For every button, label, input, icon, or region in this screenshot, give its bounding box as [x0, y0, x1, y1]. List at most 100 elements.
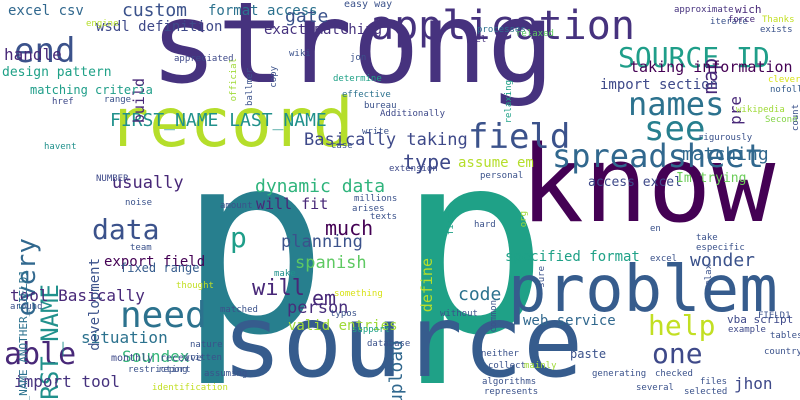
word-able: able — [4, 337, 77, 372]
word-specified-format: specified format — [505, 249, 640, 265]
word-country: country — [764, 347, 800, 357]
word-one: one — [652, 337, 703, 370]
word-org: org — [519, 211, 529, 228]
word-spanish: spanish — [295, 253, 367, 273]
word-source: source — [222, 283, 584, 400]
word-checked: checked — [655, 369, 693, 379]
word-im-trying: Im trying — [676, 171, 747, 186]
word-development: development — [87, 258, 103, 351]
word-problem: problem — [508, 253, 778, 327]
word-official: official — [229, 58, 239, 102]
word-force: force — [728, 15, 756, 25]
word-approximate: approximate — [674, 5, 734, 15]
word-thought: thought — [176, 281, 214, 291]
word-code: code — [458, 284, 502, 305]
word-situation: situation — [81, 328, 168, 347]
word-collect: collect — [488, 361, 526, 371]
word-know: know — [520, 123, 776, 246]
word-wsdl-definition: wsdl definition — [96, 19, 223, 35]
word-access-excel: access excel — [588, 175, 682, 190]
word-strong: strong — [150, 0, 555, 109]
word-p: p — [178, 99, 329, 390]
word-assume-em: assume em — [458, 155, 534, 171]
word-matching: matching — [682, 144, 769, 165]
word-algorithms: algorithms — [482, 377, 537, 387]
word-excel: excel — [650, 254, 678, 264]
word-mainly: mainly — [524, 361, 557, 371]
word-relaxing: relaxing — [504, 80, 514, 124]
word-vba-script: vba script — [727, 313, 794, 326]
word-wonder: wonder — [690, 250, 756, 271]
word-generating: generating — [592, 369, 647, 379]
word-end: end — [14, 31, 76, 71]
word-much: much — [325, 216, 374, 240]
word-rigurously: rigurously — [698, 133, 753, 143]
word-personal: personal — [480, 171, 524, 181]
word-take: take — [696, 233, 718, 243]
word-em: em — [312, 286, 337, 310]
word-planning: planning — [281, 232, 363, 252]
word-exists: exists — [760, 25, 793, 35]
word-last-name-another-field1: LAST_NAME ANOTHER_FIELD1 — [17, 270, 30, 400]
word-wikipedia: wikipedia — [736, 105, 785, 115]
word-processes: processes — [477, 25, 526, 35]
word-several: several — [636, 383, 674, 393]
word-noise: noise — [125, 198, 153, 208]
word-write: write — [362, 127, 390, 137]
word-first: first — [446, 208, 456, 236]
word-dynamic-data: dynamic data — [255, 176, 386, 197]
word-without: without — [440, 309, 478, 319]
word-see: see — [644, 109, 706, 149]
word-gate: gate — [285, 6, 329, 27]
word-hard: hard — [474, 220, 496, 230]
word-valid-entries: valid entries — [288, 318, 398, 334]
word-web-service: web service — [523, 313, 616, 329]
word-easy-way: easy way — [344, 0, 393, 10]
word-excel-csv: excel csv — [8, 3, 84, 19]
word-copy: copy — [269, 66, 279, 88]
word-tool-basically: tool Basically — [10, 286, 145, 305]
word-need: need — [120, 295, 207, 336]
word-wich: wich — [735, 3, 762, 16]
word-written: written — [184, 353, 222, 363]
word-export-field: export field — [104, 254, 206, 270]
word-import-tool: import tool — [14, 372, 120, 391]
word-nofollow: nofollow — [770, 85, 800, 95]
word-field: field — [468, 117, 571, 157]
word-usually: usually — [112, 173, 184, 193]
word-relax: relax — [704, 264, 714, 292]
word-spreadsheet: spreadsheet — [552, 137, 764, 175]
word-exact-matching: exact matching — [264, 22, 383, 38]
word-selected: selected — [684, 387, 728, 397]
word-case: case — [331, 141, 353, 151]
word-restricting: restricting — [128, 365, 188, 375]
word-design-pattern: design pattern — [2, 65, 112, 80]
word-range: range — [104, 95, 132, 105]
word-tables: tables — [770, 331, 800, 341]
word-format-access: format access — [208, 3, 318, 19]
word-count: count — [791, 104, 800, 132]
word-receive: receive — [160, 353, 203, 364]
word-matching-criteria: matching criteria — [30, 83, 153, 97]
word-source-id: SOURCE ID — [618, 41, 770, 74]
word-upload: upload — [386, 340, 407, 400]
word-arises: arises — [352, 204, 385, 214]
word-fixed-range: fixed range — [120, 261, 200, 275]
word-first-name-last-name: FIRST_NAME LAST_NAME — [110, 110, 327, 131]
word-help: help — [648, 309, 716, 342]
word-millions: millions — [354, 194, 398, 204]
word-matched: matched — [220, 305, 258, 315]
word-texts: texts — [370, 212, 398, 222]
word-common: common — [489, 300, 499, 333]
word-bureau: bureau — [364, 101, 397, 111]
word-jhon: jhon — [734, 374, 773, 393]
word-href: href — [52, 97, 74, 107]
word-person: person — [287, 298, 349, 318]
word-around: around — [10, 302, 43, 312]
word-relaxed: relaxed — [516, 29, 554, 39]
word-handle: handle — [4, 45, 62, 64]
word-will-fit: will fit — [256, 195, 329, 213]
word-names: names — [628, 85, 725, 123]
word-en: en — [650, 224, 661, 234]
word-paste: paste — [570, 347, 607, 361]
